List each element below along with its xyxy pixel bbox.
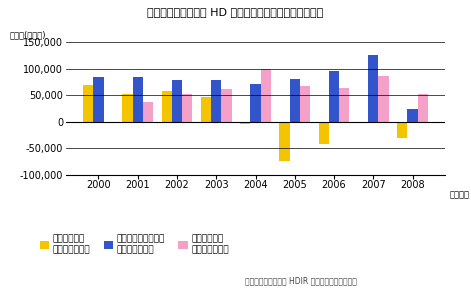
Bar: [378, 76, 389, 122]
Bar: [251, 84, 260, 122]
Bar: [279, 122, 290, 161]
Bar: [162, 91, 172, 122]
Text: 出典：富士フイルム HDIR 資料から日本総研作成: 出典：富士フイルム HDIR 資料から日本総研作成: [245, 276, 357, 285]
Bar: [122, 94, 133, 122]
Bar: [260, 69, 271, 122]
Bar: [240, 122, 251, 124]
Text: 図表：富士フイルム HD のセグメント別営業利益の推移: 図表：富士フイルム HD のセグメント別営業利益の推移: [147, 7, 324, 17]
Bar: [211, 80, 221, 122]
Bar: [221, 89, 232, 122]
Bar: [133, 77, 143, 122]
Bar: [368, 55, 378, 122]
Bar: [358, 122, 368, 123]
Bar: [290, 79, 300, 122]
Bar: [93, 77, 104, 122]
Bar: [300, 86, 310, 122]
Bar: [397, 122, 407, 138]
Bar: [407, 109, 418, 122]
Text: （年度）: （年度）: [450, 191, 470, 200]
Text: 単位：(百万円): 単位：(百万円): [9, 31, 46, 40]
Bar: [143, 102, 153, 122]
Bar: [201, 97, 211, 122]
Bar: [418, 94, 428, 122]
Bar: [319, 122, 329, 144]
Bar: [172, 80, 182, 122]
Legend: イメージング
ソリューション, インフォメーション
ソリューション, ドキュメント
ソリューション: イメージング ソリューション, インフォメーション ソリューション, ドキュメン…: [40, 235, 229, 254]
Bar: [182, 94, 192, 122]
Bar: [339, 88, 349, 122]
Bar: [329, 71, 339, 122]
Bar: [83, 85, 93, 122]
